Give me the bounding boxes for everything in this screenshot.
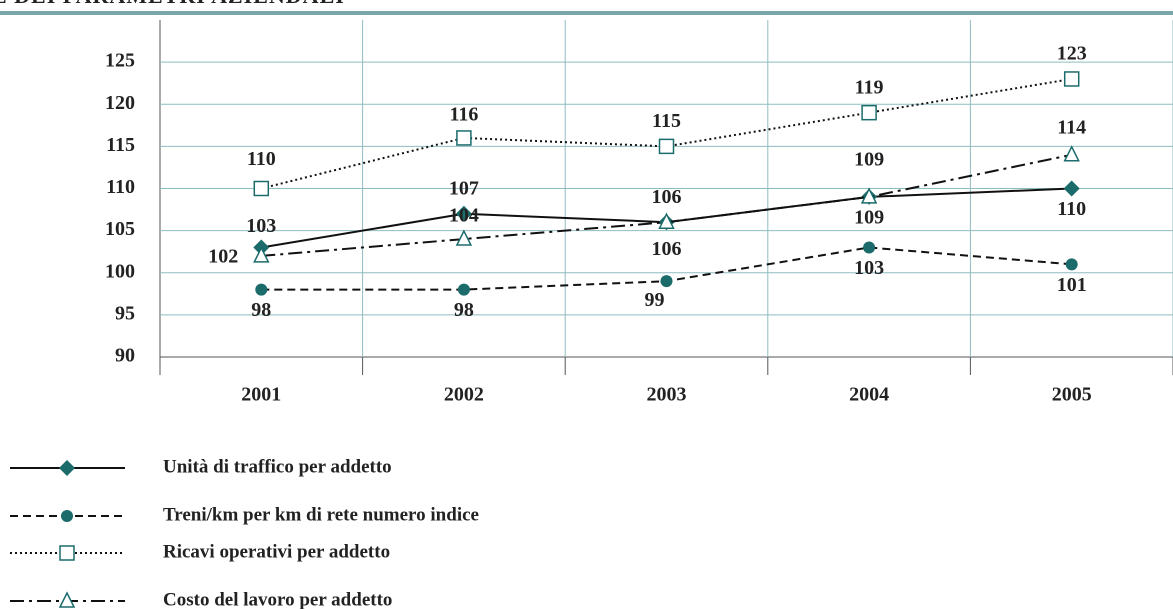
data-point bbox=[861, 104, 877, 121]
legend-label: Costo del lavoro per addetto bbox=[163, 589, 392, 609]
data-label: 109 bbox=[854, 149, 884, 171]
legend-label: Unità di traffico per addetto bbox=[163, 456, 392, 477]
data-label: 110 bbox=[247, 148, 276, 170]
data-label: 98 bbox=[454, 299, 474, 321]
data-point bbox=[1065, 258, 1078, 271]
legend-item: Ricavi operativi per addetto bbox=[10, 541, 390, 562]
data-point bbox=[658, 212, 675, 229]
x-tick-label: 2005 bbox=[1052, 384, 1092, 406]
data-label: 110 bbox=[1057, 198, 1086, 220]
y-tick-label: 100 bbox=[105, 260, 135, 282]
data-point bbox=[455, 229, 473, 246]
y-tick-label: 125 bbox=[105, 50, 135, 72]
data-label: 116 bbox=[449, 104, 478, 126]
data-label: 115 bbox=[652, 110, 681, 132]
legend-label: Treni/km per km di rete numero indice bbox=[163, 504, 479, 525]
data-point bbox=[255, 283, 268, 296]
data-point bbox=[660, 275, 673, 288]
data-label: 106 bbox=[652, 238, 682, 260]
x-tick-label: 2003 bbox=[647, 384, 687, 406]
data-point bbox=[1063, 71, 1080, 87]
x-tick-label: 2004 bbox=[849, 384, 889, 406]
data-point bbox=[1063, 180, 1080, 197]
data-label: 114 bbox=[1057, 116, 1086, 138]
data-label: 123 bbox=[1057, 43, 1087, 65]
data-point bbox=[658, 138, 675, 155]
y-tick-label: 95 bbox=[115, 302, 135, 324]
data-label: 119 bbox=[855, 76, 884, 98]
data-label: 103 bbox=[854, 257, 884, 279]
series-line bbox=[261, 77, 1072, 190]
data-point bbox=[253, 246, 270, 263]
y-tick-label: 115 bbox=[106, 134, 135, 156]
data-point bbox=[457, 283, 470, 296]
legend-marker bbox=[58, 591, 76, 608]
y-tick-label: 90 bbox=[115, 345, 135, 367]
legend-marker bbox=[59, 460, 75, 476]
y-tick-label: 110 bbox=[106, 176, 135, 198]
x-tick-label: 2002 bbox=[444, 384, 484, 406]
data-label: 101 bbox=[1057, 274, 1087, 296]
data-point bbox=[863, 241, 876, 254]
legend-label: Ricavi operativi per addetto bbox=[163, 541, 390, 562]
data-label: 104 bbox=[449, 205, 479, 227]
legend-item: Unità di traffico per addetto bbox=[10, 456, 392, 477]
data-label: 107 bbox=[449, 177, 479, 199]
data-label: 109 bbox=[854, 207, 884, 229]
y-tick-label: 120 bbox=[105, 92, 135, 114]
legend-marker bbox=[59, 545, 75, 561]
y-tick-label: 105 bbox=[105, 218, 135, 240]
data-label: 99 bbox=[645, 289, 665, 311]
data-label: 103 bbox=[246, 215, 276, 237]
legend-item: Costo del lavoro per addetto bbox=[10, 589, 392, 609]
data-point bbox=[1063, 145, 1080, 162]
title-rule bbox=[0, 11, 1173, 15]
data-label: 102 bbox=[208, 245, 238, 267]
x-tick-label: 2001 bbox=[241, 384, 281, 406]
chart-title: E DEI PARAMETRI AZIENDALI bbox=[0, 0, 345, 8]
data-point bbox=[455, 205, 472, 222]
legend-item: Treni/km per km di rete numero indice bbox=[10, 504, 479, 525]
data-point bbox=[860, 187, 878, 204]
data-label: 98 bbox=[251, 299, 271, 321]
data-point bbox=[456, 130, 472, 146]
data-point bbox=[253, 180, 270, 197]
data-label: 106 bbox=[652, 186, 682, 208]
legend-marker bbox=[61, 510, 73, 522]
